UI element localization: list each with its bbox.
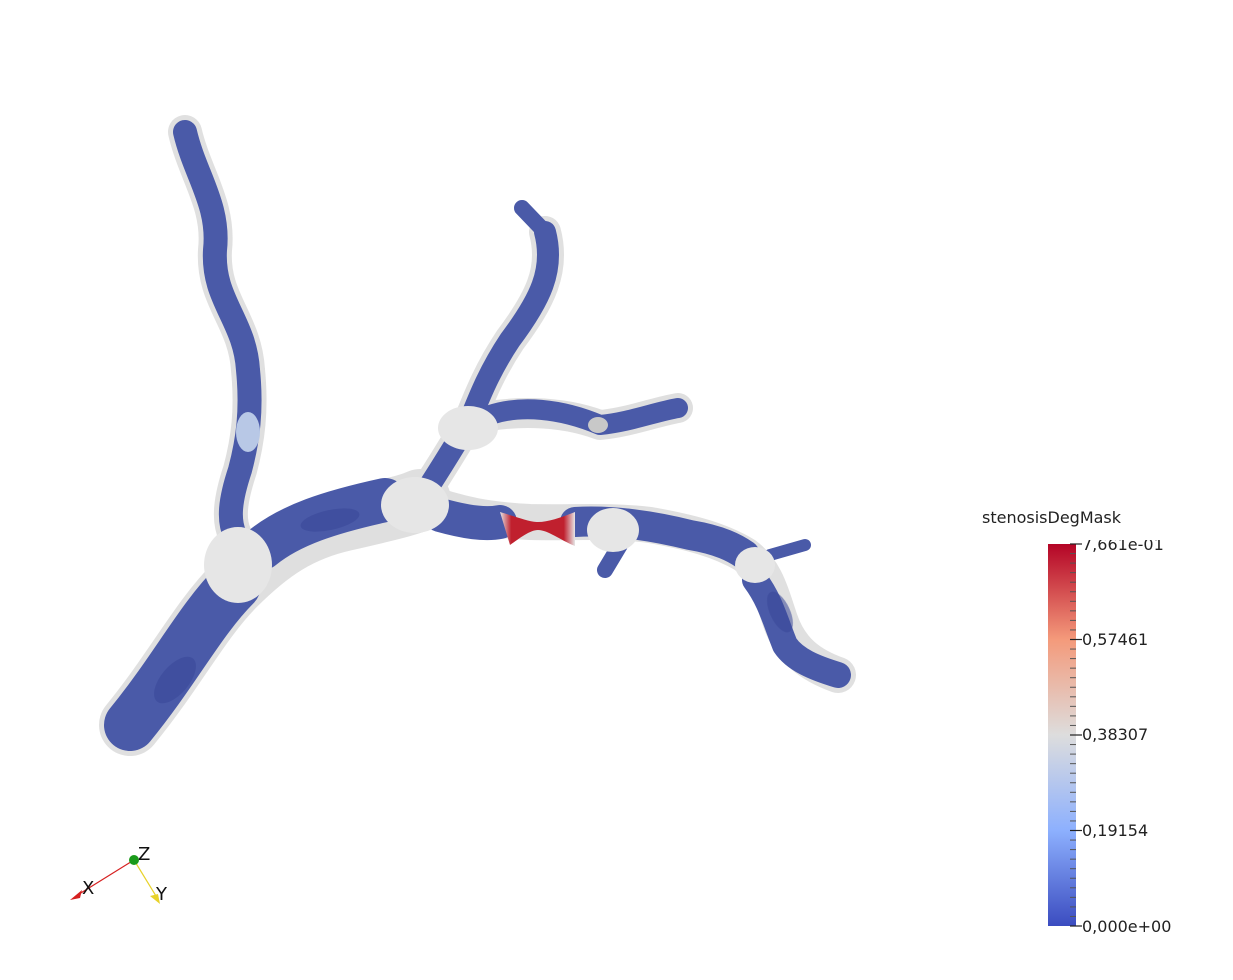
z-axis-label: Z	[138, 844, 150, 865]
colorbar-major-ticks	[1070, 543, 1082, 927]
y-axis-label: Y	[155, 884, 168, 905]
colorbar-tick-label-3: 0,57461	[1082, 630, 1148, 649]
colorbar-tick-label-2: 0,38307	[1082, 725, 1148, 744]
vessel-shading	[154, 508, 793, 704]
colorbar-tick-label-1: 0,19154	[1082, 821, 1148, 840]
color-legend: 7,661e-01 0,57461 0,38307 0,19154 0,000e…	[1048, 540, 1171, 936]
vessel-bifurcations	[204, 406, 775, 603]
y-axis-line	[133, 859, 157, 897]
colorbar-title: stenosisDegMask	[982, 508, 1122, 527]
colorbar-min-label: 0,000e+00	[1082, 917, 1171, 936]
colorbar-max-label: 7,661e-01	[1082, 540, 1164, 554]
z-axis-dot	[129, 855, 139, 865]
x-axis-line	[75, 859, 135, 897]
colorbar-minor-ticks	[1070, 543, 1076, 927]
x-axis-label: X	[82, 878, 94, 899]
x-axis-arrow	[70, 890, 82, 900]
stenosis-region	[500, 512, 575, 546]
orientation-axes: X Y Z	[70, 844, 168, 905]
vessel-body	[104, 120, 851, 751]
y-axis-arrow	[150, 894, 160, 904]
